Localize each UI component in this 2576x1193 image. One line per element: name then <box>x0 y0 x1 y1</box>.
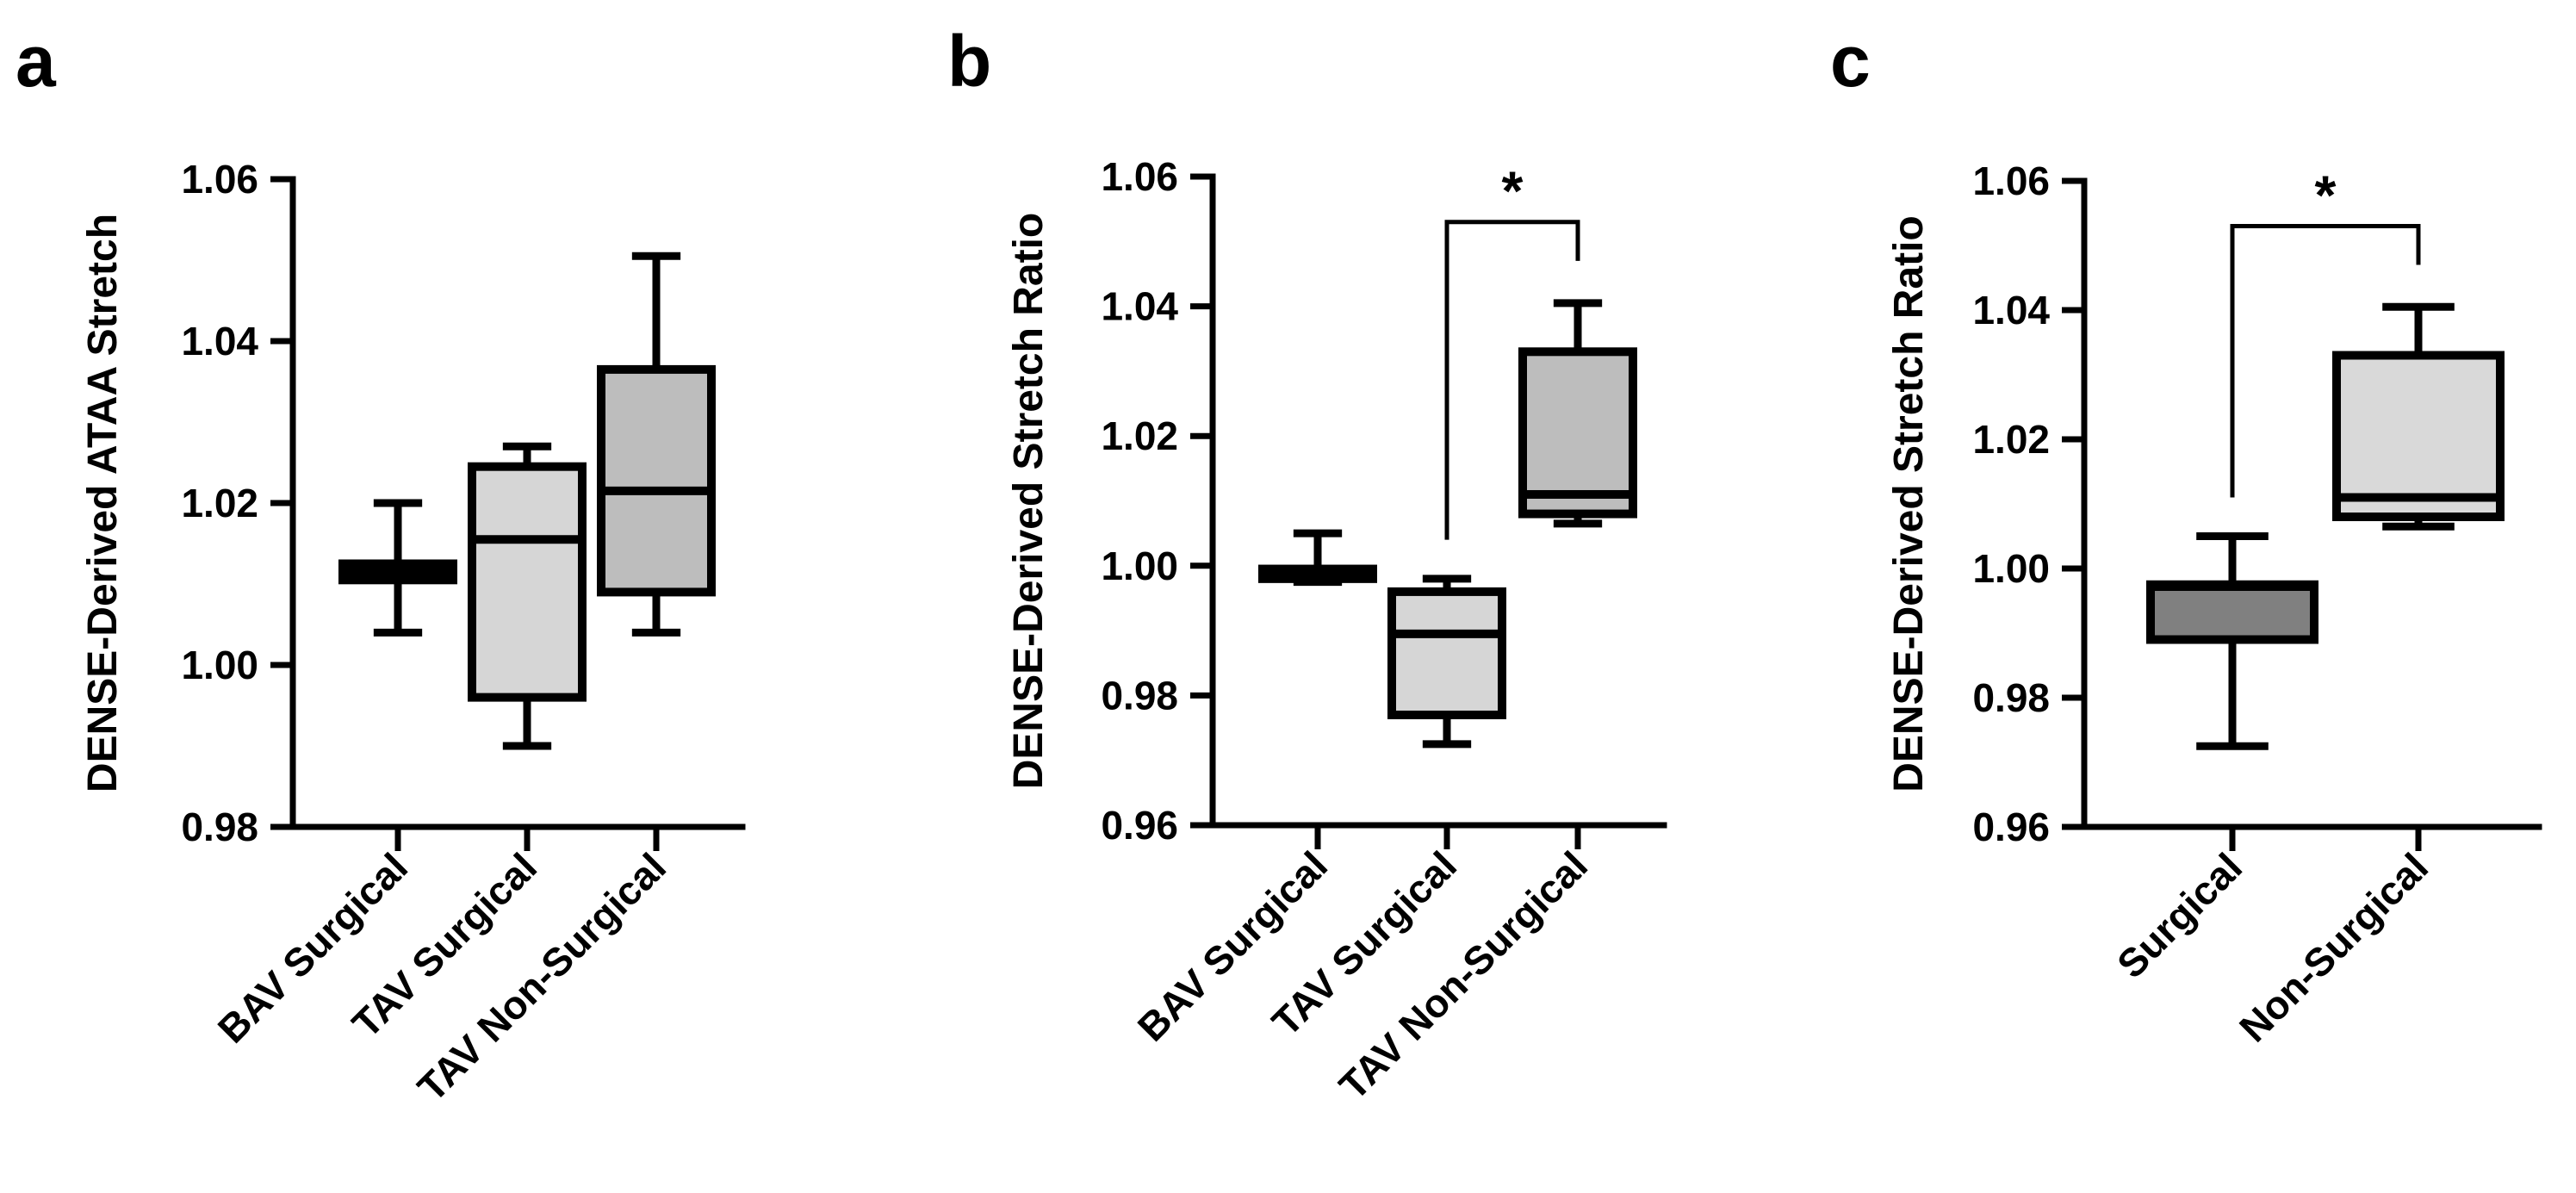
y-tick-label: 0.98 <box>1101 673 1178 718</box>
x-category-label: TAV Non-Surgical <box>409 844 674 1109</box>
significance-bracket <box>1444 220 1580 540</box>
box-plot-non-surgical <box>2332 302 2505 531</box>
y-tick-label: 1.02 <box>1101 413 1178 458</box>
box-plot-tav-surgical <box>1387 575 1506 749</box>
iqr-box <box>1387 587 1506 719</box>
panel-c: c DENSE-Derived Stretch Ratio 0.96 0.98 1.00… <box>1830 21 2542 1050</box>
x-category-label: Surgical <box>2108 844 2250 986</box>
iqr-box <box>1518 347 1637 519</box>
iqr-box <box>468 462 587 702</box>
box-plot-surgical <box>2146 532 2318 750</box>
y-tick-label: 1.04 <box>181 319 258 363</box>
y-axis-title: DENSE-Derived Stretch Ratio <box>1006 213 1052 790</box>
y-tick-label: 0.96 <box>1972 805 2050 849</box>
y-tick-label: 1.06 <box>1101 154 1178 199</box>
box-plot-tav-surgical <box>468 442 587 750</box>
panel-a: a DENSE-Derived ATAA Stretch 0.98 1.00 1.02 1… <box>16 21 746 1110</box>
y-tick-label: 1.02 <box>1972 417 2050 462</box>
y-tick-label: 0.98 <box>181 805 258 849</box>
y-tick-label: 1.04 <box>1972 288 2050 332</box>
x-category-label: Non-Surgical <box>2231 844 2436 1050</box>
y-axis-title: DENSE-Derived Stretch Ratio <box>1886 215 1932 792</box>
iqr-box <box>2332 351 2505 521</box>
box-plot-tav-non-surgical <box>1518 299 1637 528</box>
panel-letter: b <box>947 21 991 102</box>
significance-star: * <box>1502 160 1524 222</box>
iqr-box <box>597 364 716 597</box>
panel-b: b DENSE-Derived Stretch Ratio 0.96 0.98 1.00… <box>947 21 1667 1109</box>
y-axis-title: DENSE-Derived ATAA Stretch <box>80 214 126 792</box>
y-tick-label: 0.98 <box>1972 675 2050 720</box>
y-tick-label: 0.96 <box>1101 803 1178 848</box>
x-category-label: TAV Non-Surgical <box>1331 842 1596 1108</box>
iqr-box <box>2146 580 2318 644</box>
y-tick-label: 1.06 <box>1972 158 2050 203</box>
significance-bracket <box>2230 224 2421 498</box>
panel-letter: c <box>1830 21 1871 102</box>
box-plot-tav-non-surgical <box>597 252 716 637</box>
box-plot-bav-surgical <box>1258 529 1377 587</box>
y-tick-label: 1.00 <box>1972 546 2050 591</box>
y-tick-label: 1.00 <box>181 643 258 687</box>
y-tick-label: 1.04 <box>1101 284 1178 329</box>
y-tick-label: 1.02 <box>181 481 258 525</box>
y-tick-label: 1.06 <box>181 157 258 202</box>
significance-star: * <box>2315 165 2337 227</box>
box-plot-bav-surgical <box>338 499 457 637</box>
panel-letter: a <box>16 21 57 102</box>
y-tick-label: 1.00 <box>1101 544 1178 588</box>
